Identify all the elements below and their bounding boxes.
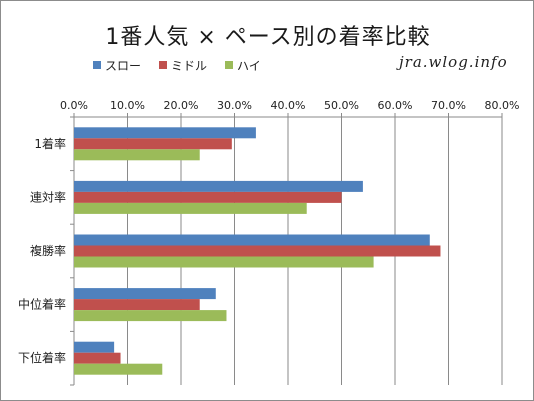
- bar: [74, 363, 163, 375]
- chart-legend: スロー ミドル ハイ: [93, 57, 279, 73]
- x-tick-label: 40.0%: [271, 99, 306, 112]
- bar: [74, 180, 363, 192]
- category-label: 下位着率: [18, 350, 66, 365]
- legend-label-high: ハイ: [237, 58, 261, 73]
- bar: [74, 310, 227, 322]
- bar: [74, 202, 307, 214]
- bar: [74, 191, 342, 203]
- category-label: 複勝率: [30, 243, 66, 258]
- legend-item-high: ハイ: [225, 57, 261, 74]
- category-label: 連対率: [30, 189, 66, 204]
- legend-label-middle: ミドル: [171, 58, 208, 73]
- legend-item-slow: スロー: [93, 57, 141, 74]
- bar: [74, 149, 200, 161]
- category-label: 1着率: [34, 136, 66, 151]
- x-tick-label: 20.0%: [164, 99, 199, 112]
- chart-title: 1番人気 × ペース別の着率比較: [105, 25, 431, 50]
- bar: [74, 245, 441, 257]
- x-tick-label: 30.0%: [217, 99, 252, 112]
- legend-swatch-high: [225, 61, 234, 69]
- category-label: 中位着率: [18, 297, 66, 312]
- x-tick-label: 70.0%: [431, 99, 466, 112]
- bar: [74, 341, 115, 353]
- legend-swatch-slow: [93, 61, 101, 69]
- x-tick-label: 10.0%: [110, 99, 145, 112]
- x-tick-label: 50.0%: [324, 99, 359, 112]
- bar: [74, 299, 200, 311]
- bar: [74, 352, 121, 364]
- x-tick-label: 0.0%: [60, 99, 88, 112]
- bar: [74, 138, 232, 150]
- bar: [74, 256, 374, 268]
- x-tick-label: 60.0%: [378, 99, 413, 112]
- bar: [74, 288, 216, 300]
- bar: [74, 234, 430, 246]
- x-tick-label: 80.0%: [485, 99, 520, 112]
- legend-label-slow: スロー: [105, 58, 142, 73]
- legend-swatch-middle: [159, 61, 168, 69]
- bar: [74, 127, 256, 139]
- legend-item-middle: ミドル: [159, 57, 207, 74]
- watermark-text: jra.wlog.info: [399, 53, 508, 71]
